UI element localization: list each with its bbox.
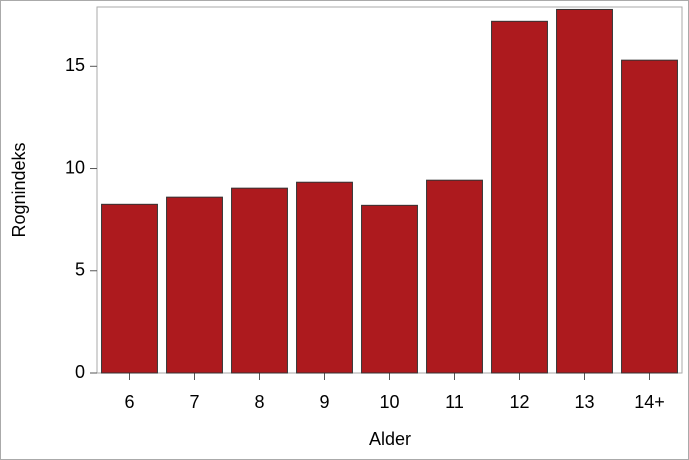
x-tick-label: 9 <box>319 392 329 412</box>
y-tick-label: 10 <box>65 157 85 177</box>
x-tick-label: 14+ <box>634 392 665 412</box>
bar <box>556 8 613 374</box>
bar <box>621 59 678 374</box>
x-tick-label: 7 <box>189 392 199 412</box>
bar <box>166 196 223 374</box>
bar <box>361 204 418 374</box>
x-tick-label: 8 <box>254 392 264 412</box>
y-axis-title: Rognindeks <box>9 142 29 237</box>
x-tick-label: 6 <box>124 392 134 412</box>
y-tick-label: 0 <box>75 362 85 382</box>
x-tick-label: 11 <box>445 392 464 412</box>
y-tick-label: 15 <box>65 55 85 75</box>
x-tick-label: 13 <box>574 392 594 412</box>
bar <box>296 181 353 374</box>
bar <box>491 20 548 374</box>
x-tick-label: 10 <box>379 392 399 412</box>
x-axis-title: Alder <box>369 429 411 449</box>
bar <box>101 203 158 374</box>
bar <box>231 187 288 374</box>
y-tick-label: 5 <box>75 260 85 280</box>
x-tick-label: 12 <box>509 392 529 412</box>
bar <box>426 179 483 374</box>
